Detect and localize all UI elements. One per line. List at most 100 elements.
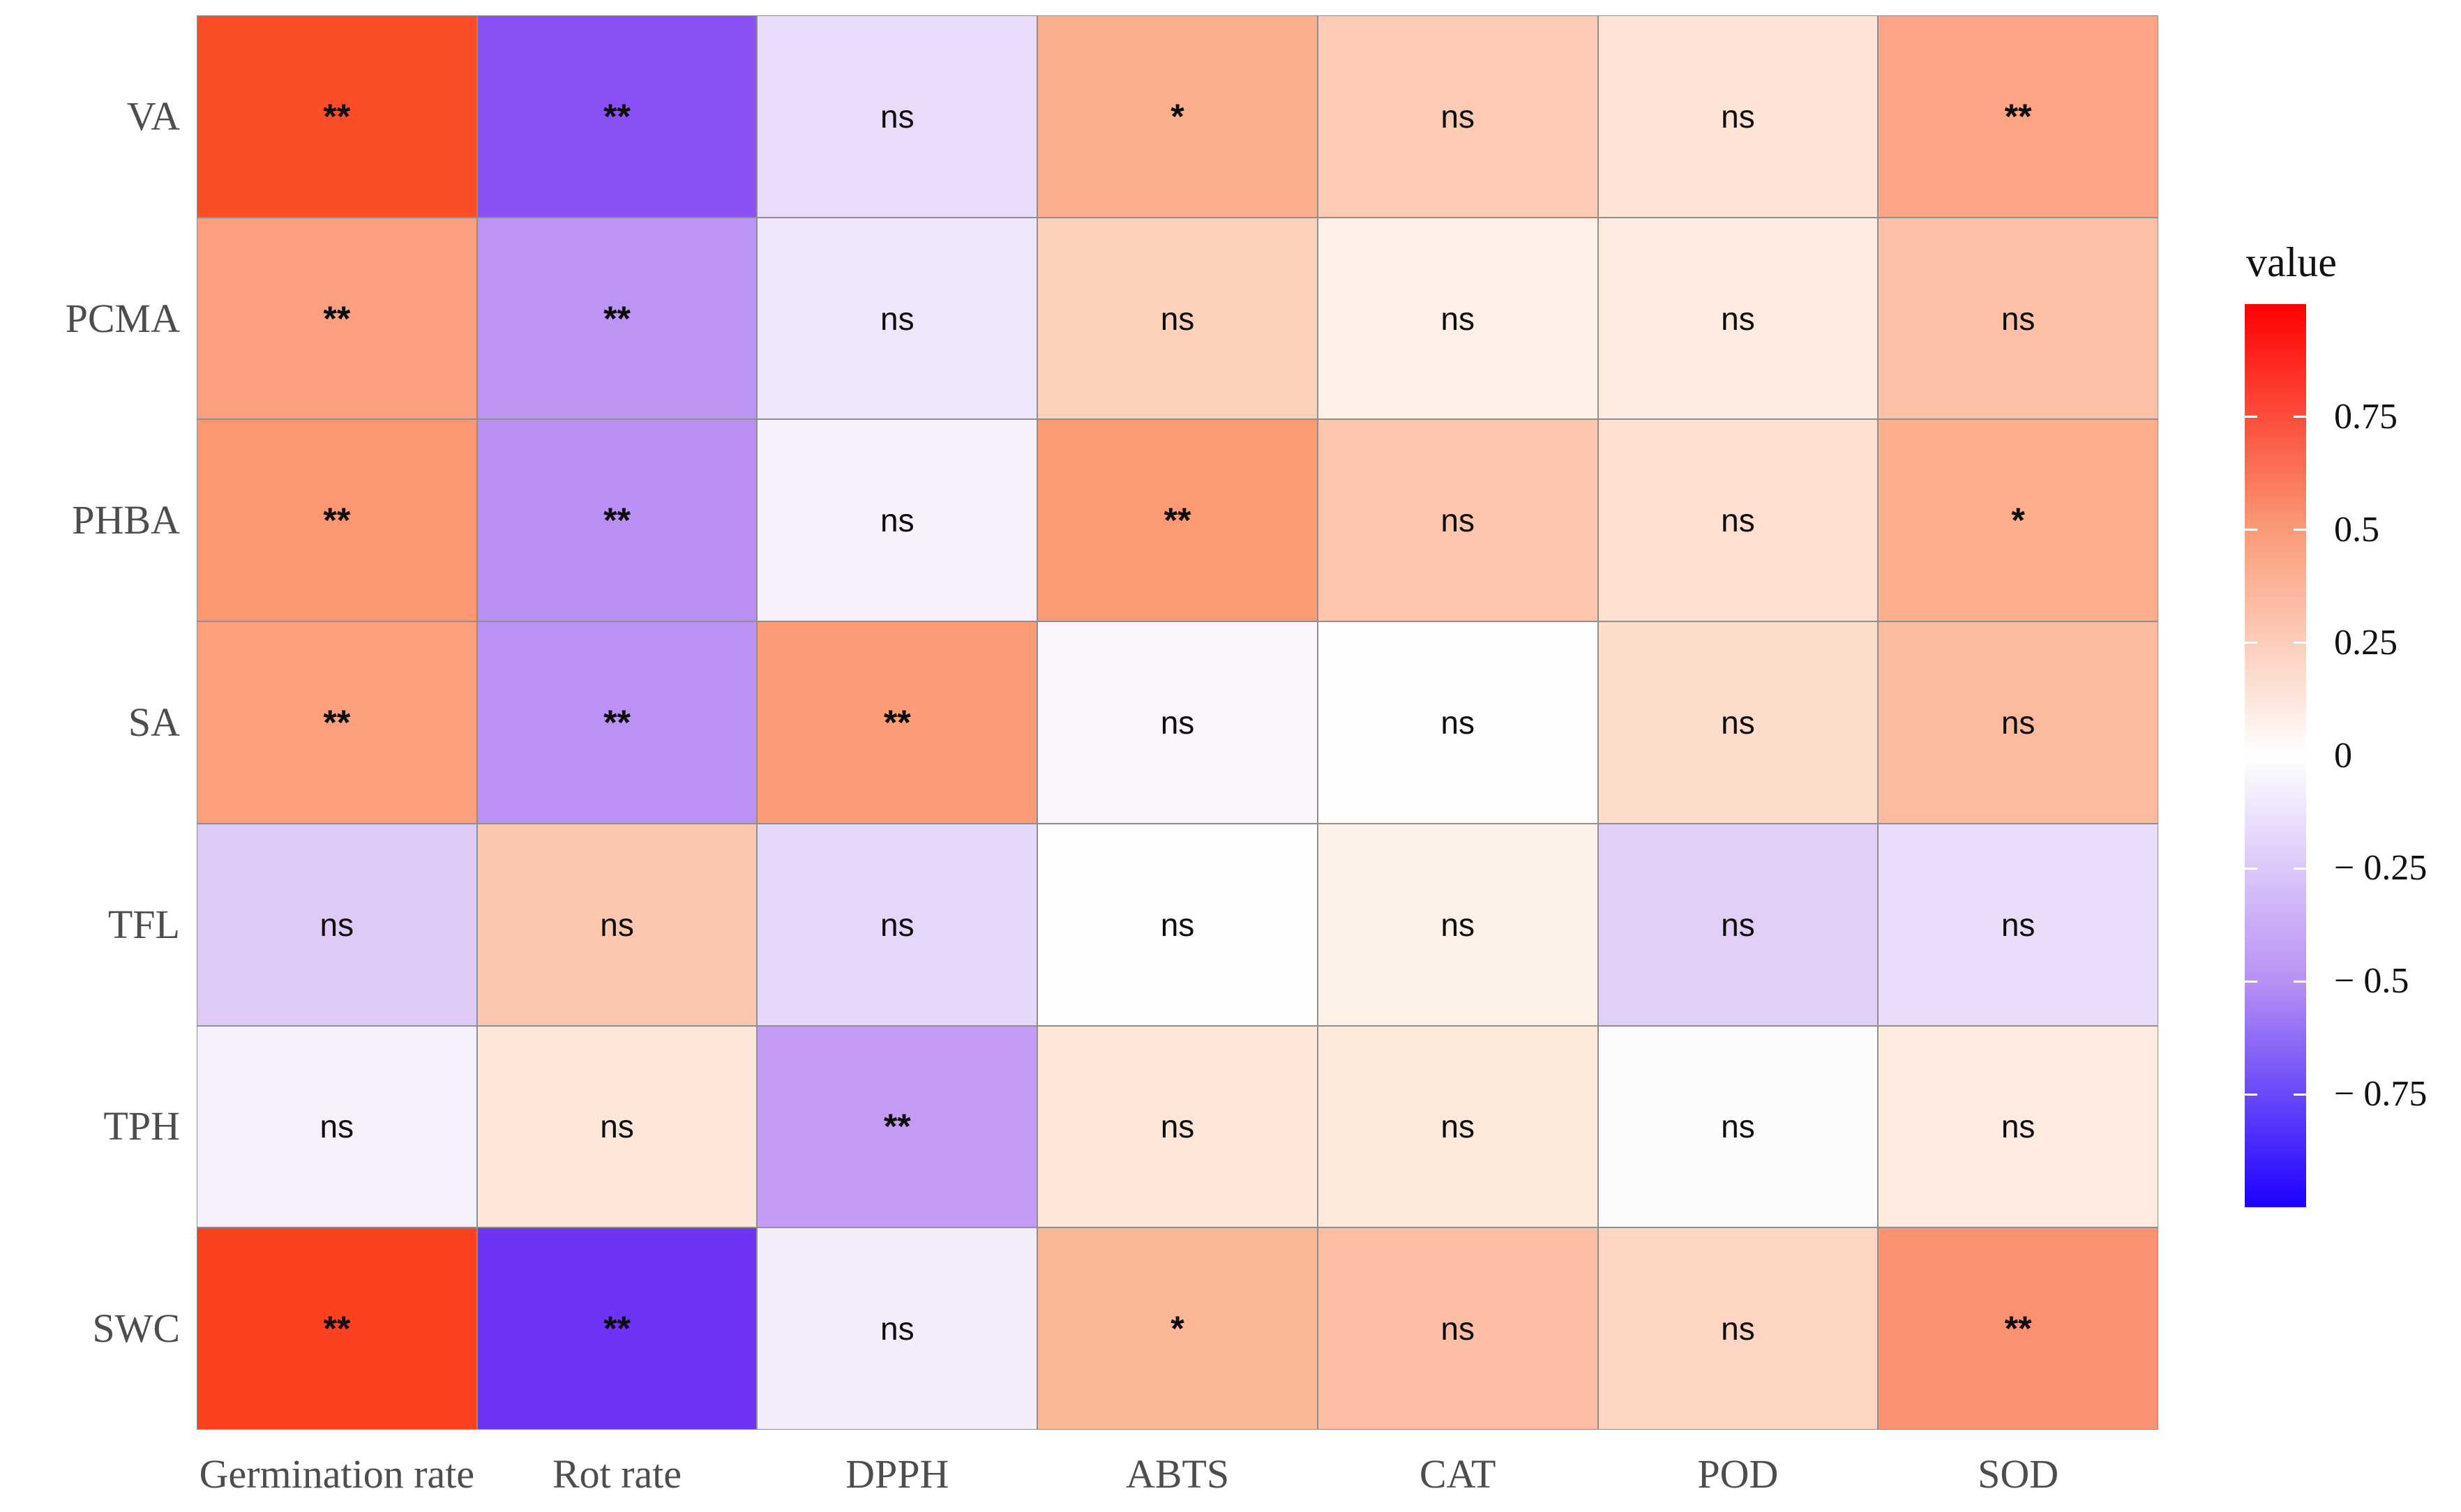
heatmap-cell: ** — [197, 15, 477, 218]
heatmap-cell: ns — [1597, 217, 1879, 420]
significance-label: * — [2011, 501, 2025, 540]
significance-label: ns — [1440, 704, 1475, 741]
significance-label: ns — [2001, 300, 2035, 337]
significance-label: * — [1171, 1309, 1184, 1349]
legend-tick-mark — [2294, 755, 2306, 757]
significance-label: ns — [1160, 906, 1195, 943]
heatmap-cell: ns — [1317, 1025, 1598, 1228]
heatmap-cell: ns — [1878, 217, 2158, 420]
heatmap-cell: ns — [476, 1025, 758, 1228]
legend-tick-label: 0.5 — [2334, 509, 2379, 550]
significance-label: ** — [2004, 96, 2032, 136]
heatmap-cell: ns — [197, 1025, 477, 1228]
heatmap-cell: ns — [757, 217, 1038, 420]
heatmap-cell: ns — [1878, 621, 2158, 824]
heatmap-cell: ns — [757, 15, 1038, 218]
legend-tick-mark — [2245, 980, 2257, 983]
heatmap-cell: ns — [1317, 419, 1598, 622]
heatmap-cell: ** — [197, 419, 477, 622]
legend-tick-mark — [2294, 416, 2306, 418]
legend-tick-mark — [2245, 529, 2257, 531]
heatmap-cell: ns — [1037, 621, 1318, 824]
significance-label: ns — [1721, 300, 1755, 337]
heatmap-cell: ns — [1037, 823, 1318, 1026]
heatmap-cell: ns — [1317, 15, 1598, 218]
significance-label: ns — [319, 906, 354, 943]
col-label-abts: ABTS — [1125, 1451, 1230, 1497]
significance-label: ns — [1160, 1108, 1195, 1145]
heatmap-cell: * — [1037, 1227, 1318, 1430]
significance-label: ** — [323, 96, 351, 136]
significance-label: ** — [603, 96, 631, 136]
significance-label: ns — [319, 1108, 354, 1145]
significance-label: ns — [1440, 98, 1475, 135]
heatmap-cell: ** — [1878, 1227, 2158, 1430]
heatmap-cell: ns — [757, 1227, 1038, 1430]
col-label-dpph: DPPH — [845, 1451, 949, 1497]
significance-label: ns — [1721, 502, 1755, 539]
significance-label: ns — [1440, 1310, 1475, 1347]
significance-label: ns — [1721, 98, 1755, 135]
heatmap-cell: ns — [1878, 823, 2158, 1026]
legend-tick-label: − 0.75 — [2334, 1074, 2428, 1114]
significance-label: ** — [323, 1309, 351, 1349]
heatmap-cell: ** — [476, 217, 758, 420]
heatmap-cell: ns — [1597, 1025, 1879, 1228]
heatmap-cell: ns — [1037, 217, 1318, 420]
heatmap-cell: ** — [1878, 15, 2158, 218]
row-label-tph: TPH — [103, 1103, 180, 1149]
legend-tick-label: 0.75 — [2334, 396, 2398, 437]
significance-label: ns — [1160, 704, 1195, 741]
significance-label: ns — [880, 906, 915, 943]
heatmap-cell: ** — [476, 15, 758, 218]
legend-tick-mark — [2245, 1093, 2257, 1096]
significance-label: ns — [1440, 300, 1475, 337]
significance-label: ns — [600, 906, 634, 943]
row-label-tfl: TFL — [107, 901, 180, 947]
heatmap-cell: ** — [476, 419, 758, 622]
significance-label: ns — [1440, 906, 1475, 943]
col-label-pod: POD — [1697, 1451, 1779, 1497]
row-label-va: VA — [126, 93, 180, 139]
legend-tick-mark — [2294, 980, 2306, 983]
significance-label: ** — [603, 298, 631, 338]
row-label-phba: PHBA — [72, 497, 180, 543]
legend-tick-mark — [2294, 642, 2306, 644]
legend-title: value — [2246, 239, 2337, 285]
legend-tick-label: 0.25 — [2334, 622, 2398, 663]
significance-label: ** — [603, 1309, 631, 1349]
significance-label: ns — [1721, 906, 1755, 943]
row-label-swc: SWC — [92, 1306, 180, 1352]
significance-label: ns — [880, 502, 915, 539]
row-label-pcma: PCMA — [65, 295, 180, 341]
heatmap-cell: ** — [1037, 419, 1318, 622]
significance-label: ** — [883, 702, 911, 742]
heatmap-cell: ** — [197, 217, 477, 420]
heatmap-cell: ns — [1037, 1025, 1318, 1228]
significance-label: ns — [1440, 1108, 1475, 1145]
heatmap-cell: ns — [1317, 621, 1598, 824]
significance-label: ns — [2001, 704, 2035, 741]
heatmap-cell: ns — [1317, 823, 1598, 1026]
significance-label: ns — [600, 1108, 634, 1145]
heatmap-cell: * — [1878, 419, 2158, 622]
heatmap-cell: ** — [197, 621, 477, 824]
heatmap-cell: ns — [1878, 1025, 2158, 1228]
col-label-rot-rate: Rot rate — [552, 1451, 682, 1497]
significance-label: ns — [1721, 704, 1755, 741]
heatmap-cell: ns — [757, 823, 1038, 1026]
heatmap-cell: ns — [1597, 419, 1879, 622]
col-label-sod: SOD — [1978, 1451, 2059, 1497]
heatmap-cell: ** — [757, 621, 1038, 824]
significance-label: ** — [603, 702, 631, 742]
heatmap-cell: ns — [1597, 823, 1879, 1026]
significance-label: ** — [603, 501, 631, 540]
heatmap-cell: ns — [1597, 1227, 1879, 1430]
legend-tick-mark — [2294, 529, 2306, 531]
heatmap-cell: ** — [476, 1227, 758, 1430]
legend-tick-mark — [2245, 755, 2257, 757]
heatmap-cell: ** — [197, 1227, 477, 1430]
significance-label: ns — [1440, 502, 1475, 539]
significance-label: ns — [1721, 1108, 1755, 1145]
